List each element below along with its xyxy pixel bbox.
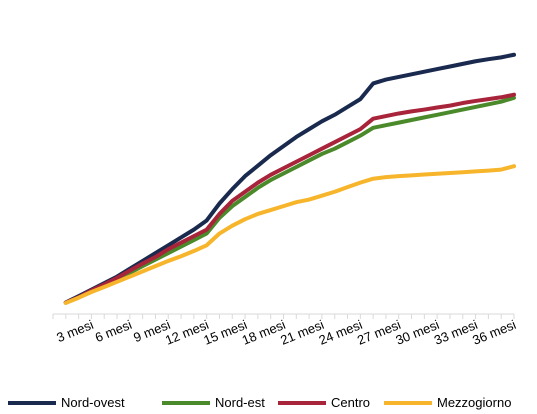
- series-line-nord-ovest: [63, 52, 516, 305]
- series-line-mezzogiorno: [63, 164, 516, 305]
- x-tick-label: 36 mesi: [470, 317, 518, 348]
- legend-item-nord-est: Nord-est: [162, 395, 265, 410]
- series-lines: [63, 52, 516, 305]
- x-tick-label: 6 mesi: [93, 317, 134, 345]
- legend-label: Mezzogiorno: [437, 395, 511, 410]
- legend: Nord-ovest Nord-est Centro Mezzogiorno: [8, 395, 511, 410]
- series-line-centro: [63, 92, 516, 305]
- legend-label: Nord-est: [215, 395, 265, 410]
- x-tick-label: 3 mesi: [54, 317, 95, 345]
- legend-item-centro: Centro: [278, 395, 370, 410]
- x-axis-ticks: [52, 314, 515, 319]
- legend-item-nord-ovest: Nord-ovest: [8, 395, 125, 410]
- legend-label: Centro: [331, 395, 370, 410]
- legend-label: Nord-ovest: [61, 395, 125, 410]
- series-line-nord-est: [63, 95, 516, 305]
- legend-item-mezzogiorno: Mezzogiorno: [384, 395, 511, 410]
